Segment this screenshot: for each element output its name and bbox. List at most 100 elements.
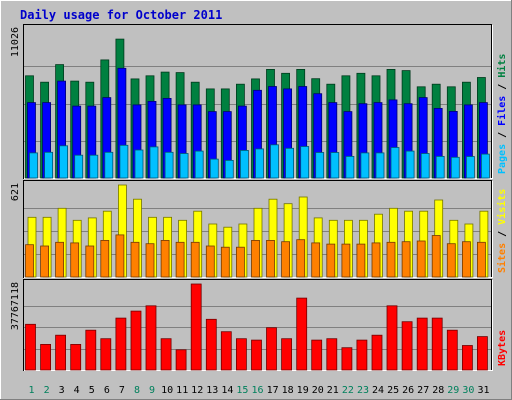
- bar-pages-day-5: [89, 154, 99, 179]
- bar-kbytes-day-28: [431, 317, 443, 371]
- panel-legend: Sites / Visits: [496, 189, 508, 273]
- bar-pages-day-1: [29, 152, 38, 179]
- bar-kbytes-day-12: [190, 283, 202, 371]
- day-label-2: 2: [44, 385, 50, 396]
- bar-kbytes-day-22: [341, 347, 353, 371]
- day-label-3: 3: [59, 385, 65, 396]
- panel-kbytes: 37767118 KBytes: [10, 279, 508, 371]
- day-labels: 1 2 3 4 5 6 7 8 9 10 11 12 13 14 15 16 17 18 19 20 21 22 23 24 2…: [28, 385, 489, 396]
- bar-sites-day-26: [401, 241, 411, 278]
- bar-kbytes-day-1: [25, 323, 36, 371]
- bar-sites-day-19: [296, 239, 306, 278]
- bar-sites-day-31: [476, 241, 486, 278]
- bar-pages-day-17: [270, 144, 279, 179]
- day-label-26: 26: [402, 385, 414, 396]
- legend-entry: Sites: [496, 243, 508, 273]
- bar-pages-day-13: [209, 158, 219, 179]
- legend-entry: /: [497, 126, 508, 144]
- bar-pages-day-21: [330, 152, 340, 179]
- panel-hits-files-pages: 11026 Pages / Files / Hits: [10, 24, 508, 179]
- bar-sites-day-7: [115, 234, 125, 278]
- day-label-30: 30: [462, 385, 474, 396]
- bar-pages-day-11: [179, 153, 189, 179]
- bar-pages-day-19: [300, 146, 310, 179]
- bar-pages-day-27: [420, 153, 430, 179]
- bar-kbytes-day-6: [100, 338, 112, 371]
- panel-max-label: 11026: [10, 27, 21, 57]
- day-label-23: 23: [357, 385, 369, 396]
- bar-kbytes-day-19: [296, 297, 308, 371]
- legend-entry: Visits: [496, 189, 508, 225]
- panel-bars: [25, 184, 489, 278]
- bar-kbytes-day-14: [220, 331, 232, 371]
- bar-sites-day-14: [220, 246, 230, 278]
- day-label-29: 29: [447, 385, 459, 396]
- bar-sites-day-12: [190, 241, 200, 278]
- day-label-6: 6: [104, 385, 110, 396]
- day-label-20: 20: [312, 385, 324, 396]
- bar-pages-day-28: [435, 155, 445, 179]
- bar-kbytes-day-30: [461, 345, 473, 371]
- bar-sites-day-29: [446, 243, 456, 278]
- panel-legend: Pages / Files / Hits: [496, 54, 508, 174]
- bar-sites-day-25: [386, 241, 396, 278]
- day-label-17: 17: [267, 385, 279, 396]
- day-label-19: 19: [297, 385, 309, 396]
- legend-entry: /: [497, 78, 508, 96]
- bar-kbytes-day-20: [311, 339, 323, 371]
- bar-kbytes-day-17: [266, 327, 277, 371]
- day-label-4: 4: [74, 385, 80, 396]
- bar-kbytes-day-25: [386, 305, 398, 371]
- bar-pages-day-22: [345, 155, 355, 179]
- bar-pages-day-25: [390, 147, 400, 179]
- bar-pages-day-8: [134, 149, 144, 179]
- panel-bars: [25, 38, 490, 179]
- day-label-24: 24: [372, 385, 384, 396]
- bar-sites-day-20: [311, 242, 321, 278]
- bar-kbytes-day-23: [356, 339, 368, 371]
- chart-title: Daily usage for October 2011: [20, 8, 222, 22]
- bar-sites-day-1: [25, 244, 34, 278]
- panel-legend: KBytes: [497, 330, 508, 366]
- day-label-10: 10: [161, 385, 173, 396]
- legend-entry: /: [497, 225, 508, 243]
- panel-bars: [25, 283, 488, 371]
- bar-kbytes-day-3: [55, 334, 66, 371]
- bar-kbytes-day-9: [145, 305, 157, 371]
- bar-kbytes-day-13: [205, 318, 217, 371]
- bar-pages-day-3: [59, 145, 68, 179]
- day-label-13: 13: [206, 385, 218, 396]
- bar-pages-day-10: [164, 151, 174, 179]
- bar-pages-day-2: [44, 151, 53, 179]
- bar-pages-day-18: [285, 147, 295, 179]
- bar-kbytes-day-21: [326, 338, 338, 371]
- bar-kbytes-day-7: [115, 317, 127, 371]
- day-label-8: 8: [134, 385, 140, 396]
- day-label-11: 11: [176, 385, 188, 396]
- bar-sites-day-27: [416, 240, 426, 278]
- bar-kbytes-day-24: [371, 334, 383, 371]
- bar-sites-day-9: [145, 243, 155, 278]
- bar-sites-day-5: [85, 245, 95, 278]
- day-label-27: 27: [417, 385, 429, 396]
- bar-pages-day-15: [239, 149, 249, 179]
- legend-entry: Files: [496, 96, 508, 126]
- bar-sites-day-3: [55, 241, 64, 278]
- bar-kbytes-day-10: [160, 338, 172, 371]
- bar-sites-day-10: [160, 239, 170, 278]
- bar-pages-day-29: [450, 156, 460, 179]
- day-label-18: 18: [282, 385, 294, 396]
- bar-pages-day-4: [74, 154, 84, 179]
- bar-kbytes-day-31: [476, 336, 488, 371]
- day-label-16: 16: [251, 385, 263, 396]
- bar-kbytes-day-11: [175, 349, 187, 371]
- bar-kbytes-day-4: [70, 343, 82, 371]
- panel-max-label: 37767118: [10, 282, 21, 330]
- bar-kbytes-day-2: [40, 343, 51, 371]
- bar-sites-day-28: [431, 235, 441, 278]
- bar-sites-day-21: [326, 243, 336, 278]
- day-label-22: 22: [342, 385, 354, 396]
- legend-entry: KBytes: [497, 330, 508, 366]
